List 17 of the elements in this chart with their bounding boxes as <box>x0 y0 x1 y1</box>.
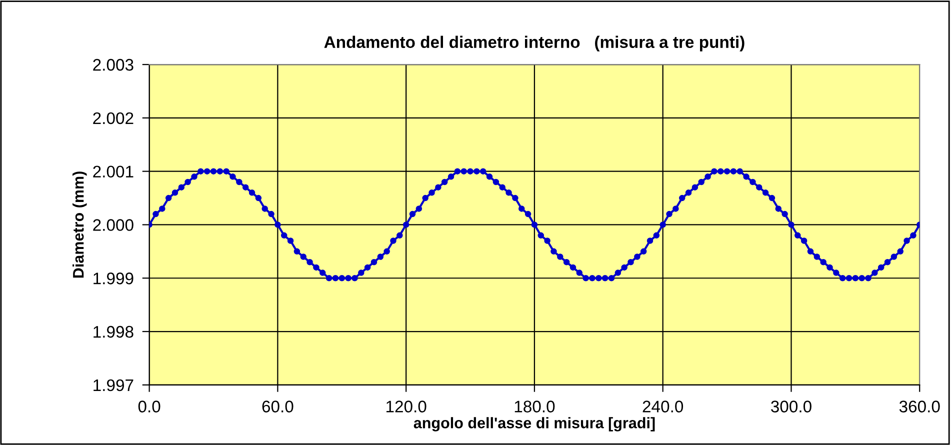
x-tick-label: 300.0 <box>771 400 812 412</box>
x-axis-title: angolo dell'asse di misura [gradi] <box>414 417 655 432</box>
y-axis-title: Diametro (mm) <box>72 172 87 278</box>
x-tick-label: 360.0 <box>899 400 940 412</box>
x-tick-label: 180.0 <box>514 400 555 412</box>
y-tick-label: 2.000 <box>93 219 134 231</box>
y-tick-label: 2.003 <box>93 58 134 71</box>
x-tick-label: 0.0 <box>138 400 160 412</box>
chart-title: Andamento del diametro interno (misura a tre punti) <box>324 36 744 52</box>
y-tick-label: 2.001 <box>93 166 134 178</box>
y-tick-label: 2.002 <box>93 112 134 124</box>
y-tick-label: 1.997 <box>94 379 134 392</box>
y-tick-label: 1.998 <box>94 326 134 338</box>
x-tick-label: 240.0 <box>642 400 684 412</box>
x-tick-label: 120.0 <box>386 400 426 412</box>
y-tick-label: 1.999 <box>94 272 134 284</box>
x-tick-label: 60.0 <box>262 400 294 412</box>
